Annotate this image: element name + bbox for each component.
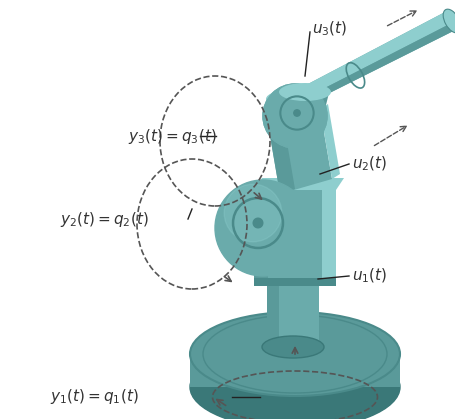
Ellipse shape xyxy=(279,83,331,101)
Polygon shape xyxy=(322,190,336,278)
Polygon shape xyxy=(302,11,455,102)
Circle shape xyxy=(215,180,311,276)
Polygon shape xyxy=(254,190,268,278)
Ellipse shape xyxy=(300,87,320,115)
Circle shape xyxy=(253,218,263,228)
Ellipse shape xyxy=(443,9,455,33)
Text: $y_1(t) = q_1(t)$: $y_1(t) = q_1(t)$ xyxy=(50,388,139,406)
Polygon shape xyxy=(268,94,325,124)
Circle shape xyxy=(224,184,282,242)
Polygon shape xyxy=(254,190,336,278)
Ellipse shape xyxy=(262,336,324,358)
Text: $u_2(t)$: $u_2(t)$ xyxy=(352,155,387,173)
Polygon shape xyxy=(268,119,295,194)
Ellipse shape xyxy=(190,312,400,396)
Circle shape xyxy=(263,84,327,148)
Circle shape xyxy=(294,110,300,116)
Polygon shape xyxy=(190,354,400,387)
Polygon shape xyxy=(280,89,330,114)
Polygon shape xyxy=(254,178,344,190)
Polygon shape xyxy=(267,239,279,354)
Polygon shape xyxy=(254,278,336,286)
Ellipse shape xyxy=(190,345,400,419)
Polygon shape xyxy=(320,104,340,179)
Text: $u_3(t)$: $u_3(t)$ xyxy=(312,20,348,38)
Polygon shape xyxy=(267,239,319,354)
Polygon shape xyxy=(302,11,453,97)
Circle shape xyxy=(263,84,327,148)
Ellipse shape xyxy=(190,345,400,419)
Text: $y_2(t) = q_2(t)$: $y_2(t) = q_2(t)$ xyxy=(60,210,149,228)
Text: $u_1(t)$: $u_1(t)$ xyxy=(352,267,387,285)
Text: $y_3(t) = q_3(t)$: $y_3(t) = q_3(t)$ xyxy=(128,127,217,145)
Ellipse shape xyxy=(266,89,326,109)
Circle shape xyxy=(294,110,300,116)
Polygon shape xyxy=(268,109,332,194)
Polygon shape xyxy=(308,22,455,102)
Ellipse shape xyxy=(265,225,321,253)
